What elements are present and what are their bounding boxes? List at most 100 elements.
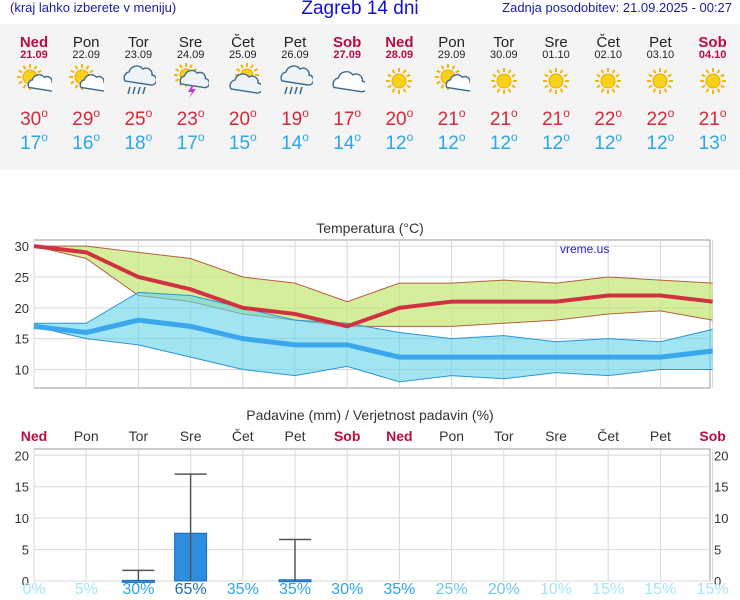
x-tick-label: Čet: [231, 428, 254, 444]
rain-cloud-icon: [112, 63, 164, 103]
max-temperature: 29o: [72, 106, 101, 130]
min-temperature: 17o: [20, 130, 48, 154]
sunny-icon: [687, 63, 739, 103]
max-temperature: 20o: [385, 106, 414, 130]
day-column: Tor 23.09 25o 18o: [112, 24, 164, 155]
y-tick-label-right: 5: [714, 543, 721, 558]
thunderstorm-icon: [165, 63, 217, 103]
day-column: Pon 22.09 29o 16o: [60, 24, 112, 155]
y-tick-label: 15: [15, 332, 29, 347]
day-date: 02.10: [594, 49, 622, 61]
page-title: Zagreb 14 dni: [301, 0, 419, 19]
day-column: Pet 26.09 19o 14o: [269, 24, 321, 155]
min-temperature: 12o: [646, 130, 675, 154]
min-temperature: 12o: [385, 130, 414, 154]
day-column: Sre 01.10 21o 12o: [530, 24, 582, 155]
day-name: Ned: [385, 34, 414, 51]
precipitation-probability: 30%: [331, 581, 364, 598]
min-temperature: 17o: [176, 130, 205, 154]
min-temperature: 14o: [281, 130, 309, 154]
max-temperature-line: [33, 244, 713, 329]
band-edge: [33, 325, 713, 383]
day-column: Sob 27.09 17o 14o: [321, 24, 373, 155]
precipitation-probability: 5%: [74, 581, 98, 598]
x-tick-label: Pet: [284, 428, 306, 444]
y-tick-label: 25: [15, 270, 29, 285]
min-temperature: 14o: [333, 130, 362, 154]
day-date: 21.09: [20, 49, 48, 61]
min-temperature-line: [33, 317, 713, 360]
day-column: Sre 24.09 23o 17o: [165, 24, 217, 155]
location-hint: (kraj lahko izberete v meniju): [10, 0, 177, 15]
day-date: 30.09: [490, 49, 518, 61]
x-tick-label: Tor: [494, 428, 514, 444]
max-temperature: 30o: [20, 106, 48, 130]
max-temperature: 17o: [333, 106, 362, 130]
sunny-icon: [373, 63, 425, 103]
min-temperature: 15o: [228, 130, 257, 154]
x-tick-label: Ned: [386, 428, 413, 444]
max-temperature: 22o: [646, 106, 675, 130]
x-tick-label: Sob: [333, 428, 361, 444]
day-date: 27.09: [333, 49, 361, 61]
day-name: Ned: [19, 34, 49, 51]
y-tick-label-right: 20: [714, 448, 728, 463]
day-date: 25.09: [229, 49, 257, 61]
y-tick-label: 5: [22, 543, 29, 558]
day-column: Čet 02.10 22o 12o: [582, 24, 634, 155]
day-name: Sre: [544, 34, 568, 51]
max-temperature: 21o: [437, 106, 466, 130]
precipitation-probability: 35%: [226, 581, 259, 598]
day-date: 26.09: [281, 49, 309, 61]
precipitation-probability: 0%: [22, 581, 46, 598]
precipitation-probability: 30%: [122, 581, 155, 598]
y-tick-label-right: 0: [714, 574, 721, 585]
precipitation-probability: 35%: [383, 581, 416, 598]
max-temperature: 19o: [281, 106, 309, 130]
max-temperature: 22o: [594, 106, 623, 130]
precipitation-probability: 65%: [174, 581, 207, 598]
day-name: Pon: [438, 34, 465, 51]
max-temperature: 23o: [176, 106, 205, 130]
x-tick-label: Sre: [179, 428, 202, 444]
temperature-band: [34, 246, 713, 327]
y-tick-label-right: 10: [714, 511, 728, 526]
sunny-icon: [634, 63, 686, 103]
day-date: 28.09: [385, 49, 414, 61]
temperature-chart: 10 15 20 25 30 vreme.us: [15, 239, 714, 389]
max-temperature: 25o: [124, 106, 153, 130]
temperature-chart-title: Temperatura (°C): [316, 220, 424, 236]
precipitation-probability: 15%: [644, 581, 677, 598]
precipitation-probability: 25%: [435, 581, 468, 598]
min-temperature: 12o: [437, 130, 466, 154]
day-name: Sob: [333, 34, 362, 51]
y-tick-label: 20: [15, 448, 29, 463]
y-tick-label: 15: [15, 480, 29, 495]
day-name: Pet: [283, 34, 307, 51]
day-name: Tor: [127, 34, 149, 51]
precipitation-probability: 35%: [278, 581, 312, 598]
day-date: 22.09: [72, 49, 100, 61]
last-update: Zadnja posodobitev: 21.09.2025 - 00:27: [502, 0, 732, 15]
day-date: 03.10: [646, 49, 675, 61]
day-column: Sob 04.10 21o 13o: [687, 24, 739, 155]
y-tick-label: 0: [22, 574, 29, 585]
sunny-icon: [478, 63, 530, 103]
x-tick-label: Pet: [649, 428, 671, 444]
x-tick-label: Sob: [699, 428, 726, 444]
day-column: Ned 28.09 20o 12o: [373, 24, 425, 155]
day-name: Čet: [596, 34, 620, 51]
day-name: Pet: [649, 34, 672, 51]
x-tick-label: Sre: [545, 428, 567, 444]
min-temperature: 18o: [124, 130, 153, 154]
sunny-icon: [582, 63, 634, 103]
rain-cloud-icon: [269, 63, 321, 103]
band-edge: [34, 245, 713, 303]
min-temperature: 12o: [489, 130, 518, 154]
partly-cloudy-icon: [60, 63, 112, 103]
y-tick-label: 30: [15, 239, 29, 254]
day-column: Pon 29.09 21o 12o: [426, 24, 478, 155]
precipitation-probability: 15%: [592, 581, 625, 598]
min-temperature: 13o: [698, 130, 727, 154]
cloudy-sun-icon: [217, 63, 269, 103]
